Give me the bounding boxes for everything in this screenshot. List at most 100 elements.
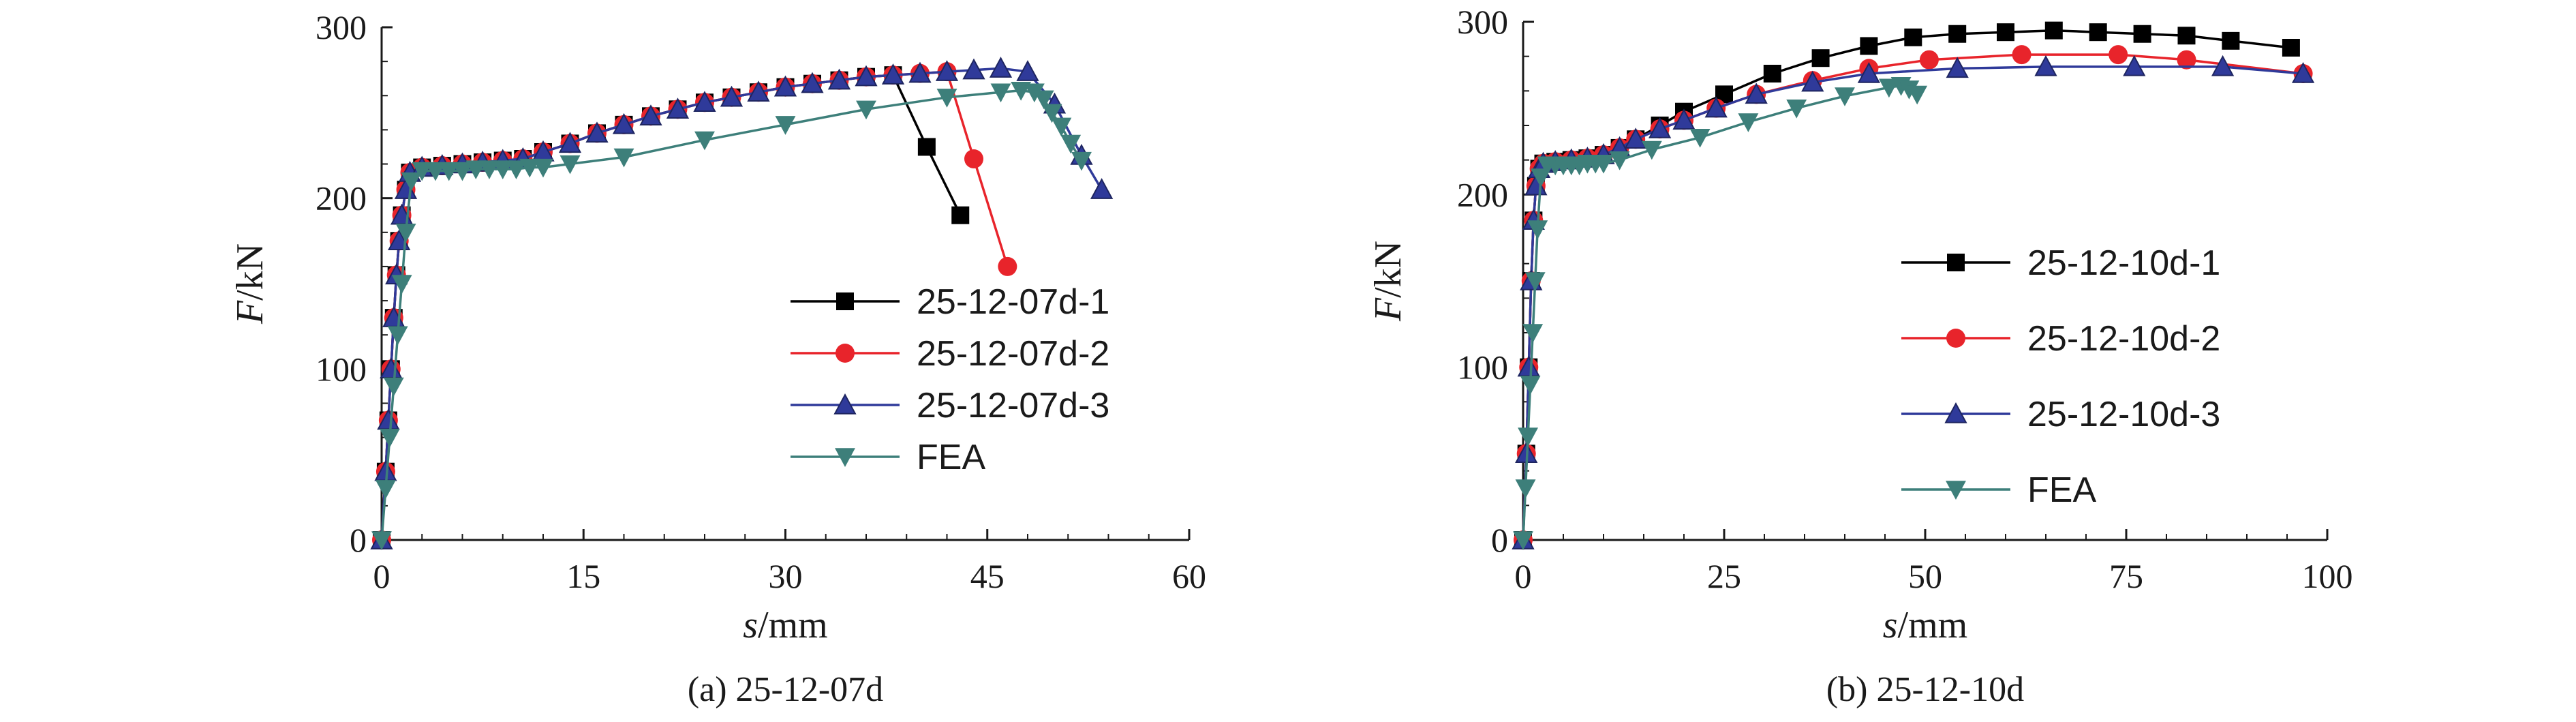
x-axis-title-unit: /mm <box>1898 604 1968 646</box>
series-25-12-07d-1 <box>373 66 970 549</box>
data-point <box>1835 87 1855 106</box>
data-point <box>2109 45 2128 65</box>
data-point <box>395 224 416 243</box>
x-tick-label: 100 <box>2302 557 2353 595</box>
data-point <box>1524 272 1546 291</box>
data-point <box>1811 49 1830 67</box>
y-tick-label: 300 <box>316 8 367 46</box>
data-point <box>1786 99 1807 119</box>
y-axis-title-unit: /kN <box>1367 241 1409 298</box>
legend-item: FEA <box>1901 470 2096 510</box>
data-point <box>1801 70 1824 92</box>
data-point <box>391 275 412 294</box>
legend-swatch-marker <box>835 448 855 467</box>
data-point <box>856 100 876 120</box>
data-point <box>1041 104 1062 123</box>
data-point <box>1948 25 1967 43</box>
data-point <box>1641 140 1662 160</box>
data-point <box>1090 178 1114 199</box>
data-point <box>2044 21 2063 40</box>
legend-label: 25-12-10d-1 <box>2027 243 2220 283</box>
data-point <box>2089 23 2107 42</box>
x-tick-label: 30 <box>769 557 803 595</box>
data-point <box>908 61 932 83</box>
data-point <box>936 89 957 108</box>
panel-caption: (b) 25-12-10d <box>1826 670 2024 709</box>
data-point <box>694 131 715 151</box>
data-point <box>666 97 690 119</box>
data-point <box>1513 531 1533 550</box>
data-point <box>387 326 408 346</box>
data-point <box>613 148 634 168</box>
y-axis-title-var: F <box>1367 297 1409 322</box>
data-point <box>2291 61 2315 83</box>
data-point <box>1704 96 1728 118</box>
x-axis-title-var: s <box>743 604 758 646</box>
legend: 25-12-07d-1 25-12-07d-2 25-12-07d-3 FEA <box>791 282 1109 477</box>
y-axis-title-var: F <box>229 300 271 325</box>
chart-panel-a: 0 15 30 45 60010020030025-12-07d-125-12-07d-… <box>229 8 1206 709</box>
data-point <box>1624 127 1647 149</box>
data-point <box>1738 113 1759 132</box>
y-tick-label: 0 <box>1491 521 1508 559</box>
data-point <box>371 531 392 550</box>
data-point <box>1899 80 1920 100</box>
panel-caption: (a) 25-12-07d <box>688 670 883 709</box>
legend-item: 25-12-10d-3 <box>1901 395 2220 434</box>
x-tick-label: 25 <box>1707 557 1741 595</box>
data-point <box>1033 90 1054 110</box>
data-point <box>585 121 609 143</box>
data-point <box>1745 82 1768 104</box>
legend-item: 25-12-07d-2 <box>791 334 1109 374</box>
data-point <box>1522 324 1544 343</box>
x-tick-label: 0 <box>373 557 390 595</box>
chart-panel-b: 0 25 50 75 100010020030025-12-10d-125-12-10d… <box>1367 3 2353 709</box>
data-point <box>775 116 796 135</box>
data-point <box>827 68 851 90</box>
data-point <box>935 60 959 81</box>
data-point <box>383 377 404 397</box>
data-point <box>2177 50 2196 70</box>
x-tick-label: 0 <box>1515 557 1532 595</box>
legend-label: 25-12-10d-3 <box>2027 395 2220 434</box>
legend-swatch-marker <box>835 344 855 363</box>
y-axis-title: F/kN <box>1367 241 1409 322</box>
y-tick-label: 100 <box>316 350 367 388</box>
data-point <box>425 162 446 181</box>
legend-label: FEA <box>917 438 985 477</box>
data-point <box>401 172 422 192</box>
data-point <box>519 158 540 178</box>
data-point <box>1997 23 2014 42</box>
data-point <box>1919 50 1939 70</box>
data-point <box>1946 57 1969 78</box>
legend-swatch-marker <box>1946 329 1965 348</box>
data-point <box>412 162 433 181</box>
series-25-12-10d-1 <box>1514 21 2300 549</box>
data-point <box>533 158 553 178</box>
data-point <box>1689 129 1711 148</box>
data-point <box>720 85 743 107</box>
y-axis-title-unit: /kN <box>229 243 271 301</box>
data-point <box>2282 39 2300 57</box>
legend: 25-12-10d-1 25-12-10d-2 25-12-10d-3 FEA <box>1901 243 2220 510</box>
legend-label: 25-12-10d-2 <box>2027 319 2220 359</box>
x-axis-title-unit: /mm <box>758 604 828 646</box>
data-point <box>2133 25 2151 43</box>
series-line <box>1522 53 2303 541</box>
data-point <box>1071 151 1092 171</box>
data-point <box>506 160 527 180</box>
data-point <box>1907 85 1928 105</box>
data-point <box>1860 37 1878 55</box>
legend-label: 25-12-07d-2 <box>917 334 1109 374</box>
data-point <box>1518 427 1539 447</box>
legend-label: 25-12-07d-1 <box>917 282 1109 322</box>
data-point <box>612 112 636 134</box>
legend-item: 25-12-10d-1 <box>1901 243 2220 283</box>
data-point <box>1520 376 1541 395</box>
y-tick-label: 300 <box>1457 3 1508 41</box>
y-tick-label: 100 <box>1457 348 1508 387</box>
data-point <box>1051 117 1072 137</box>
data-point <box>1024 83 1045 103</box>
data-point <box>1609 151 1630 170</box>
